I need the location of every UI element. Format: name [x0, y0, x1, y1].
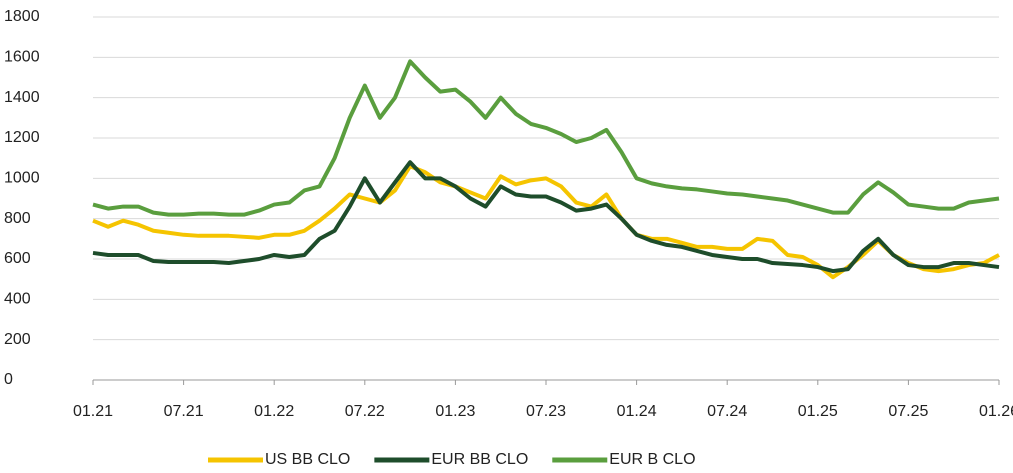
- x-tick-label: 07.23: [526, 403, 566, 420]
- x-tick-label: 01.25: [798, 403, 838, 420]
- y-tick-label: 400: [4, 291, 31, 308]
- y-tick-label: 0: [4, 371, 13, 388]
- x-tick-label: 01.23: [435, 403, 475, 420]
- y-tick-label: 1600: [4, 49, 40, 66]
- x-tick-label: 07.22: [345, 403, 385, 420]
- series-line: [92, 59, 1000, 217]
- y-tick-label: 200: [4, 331, 31, 348]
- x-tick-label: 07.25: [888, 403, 928, 420]
- legend-label: EUR B CLO: [609, 451, 695, 468]
- series-line: [92, 160, 1000, 274]
- x-tick-label: 01.21: [73, 403, 113, 420]
- x-tick-label: 01.26: [979, 403, 1013, 420]
- y-tick-label: 800: [4, 210, 31, 227]
- legend-label: US BB CLO: [265, 451, 350, 468]
- y-tick-label: 1800: [4, 8, 40, 25]
- x-tick-label: 07.24: [707, 403, 747, 420]
- y-tick-label: 1200: [4, 129, 40, 146]
- x-tick-label: 07.21: [164, 403, 204, 420]
- legend-label: EUR BB CLO: [431, 451, 528, 468]
- x-tick-label: 01.22: [254, 403, 294, 420]
- y-tick-label: 1000: [4, 170, 40, 187]
- x-tick-label: 01.24: [617, 403, 657, 420]
- series-line: [92, 164, 1000, 280]
- y-tick-label: 600: [4, 250, 31, 267]
- y-tick-label: 1400: [4, 89, 40, 106]
